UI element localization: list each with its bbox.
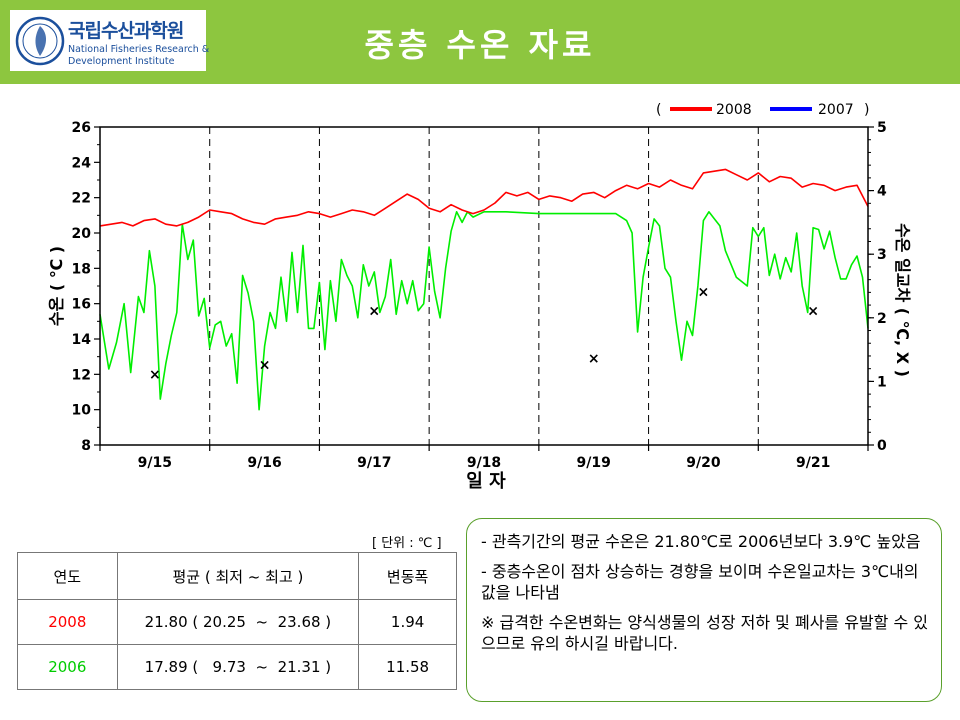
y2-tick-label: 3 <box>877 247 887 263</box>
legend-label-2008: 2008 <box>716 102 752 118</box>
y-tick-label: 18 <box>72 261 91 277</box>
row-year-2008: 2008 <box>17 599 118 645</box>
temperature-stats-table: 연도 평균 ( 최저 ~ 최고 ) 변동폭 2008 21.80 ( 20.25… <box>17 552 457 690</box>
water-temperature-chart: ( 2008 2007 ) ×××××× 8101214161820222426… <box>47 102 912 492</box>
daily-range-marker: × <box>807 303 819 319</box>
note-warning: ※ 급격한 수온변화는 양식생물의 성장 저하 및 폐사를 유발할 수 있으므로… <box>481 613 928 653</box>
y2-tick-label: 0 <box>877 438 887 454</box>
x-tick-label: 9/18 <box>467 455 501 471</box>
y2-axis-title: 수온 일교차 ( ℃, X ) <box>893 223 912 377</box>
daily-range-markers: × × × × × × <box>149 284 819 383</box>
y-tick-label: 22 <box>72 191 91 207</box>
series-line-2006 <box>99 211 869 411</box>
note-trend: - 중층수온이 점차 상승하는 경향을 보이며 수온일교차는 3℃내의 값을 나… <box>481 562 919 602</box>
header-mean: 평균 ( 최저 ~ 최고 ) <box>116 552 360 600</box>
x-tick-label: 9/20 <box>686 455 721 471</box>
y2-tick-label: 5 <box>877 120 887 136</box>
header-bar: 국립수산과학원 National Fisheries Research & De… <box>0 0 960 84</box>
x-tick-label: 9/16 <box>247 455 281 471</box>
notes-box: - 관측기간의 평균 수온은 21.80℃로 2006년보다 3.9℃ 높았음 … <box>466 518 942 702</box>
x-tick-label: 9/19 <box>577 455 611 471</box>
table-row: 2008 21.80 ( 20.25 ~ 23.68 ) 1.94 <box>17 599 457 645</box>
y-tick-label: 20 <box>72 226 92 242</box>
logo-english-line2: Development Institute <box>68 56 175 67</box>
table-row: 2006 17.89 ( 9.73 ~ 21.31 ) 11.58 <box>17 644 457 690</box>
y-tick-label: 8 <box>81 438 91 454</box>
daily-range-marker: × <box>698 284 710 300</box>
legend-label-2007: 2007 <box>818 102 854 118</box>
table-header-row: 연도 평균 ( 최저 ~ 최고 ) 변동폭 <box>17 552 457 600</box>
y2-tick-label: 4 <box>877 184 887 200</box>
daily-range-marker: × <box>588 351 600 367</box>
note-mean-temperature: - 관측기간의 평균 수온은 21.80℃로 2006년보다 3.9℃ 높았음 <box>481 532 921 551</box>
y-tick-label: 10 <box>72 403 92 419</box>
legend-close-paren: ) <box>864 102 869 118</box>
daily-range-marker: × <box>149 367 161 383</box>
y-axis-title: 수온 ( ℃ ) <box>47 246 66 326</box>
x-tick-label: 9/17 <box>357 455 391 471</box>
x-tick-label: 9/15 <box>138 455 172 471</box>
row-mean-2006: 17.89 ( 9.73 ~ 21.31 ) <box>116 644 360 690</box>
plot-area <box>99 126 869 446</box>
x-tick-label: 9/21 <box>796 455 830 471</box>
header-range: 변동폭 <box>358 552 457 600</box>
day-divider-lines <box>209 127 759 445</box>
legend-open-paren: ( <box>656 102 661 118</box>
institute-logo[interactable]: 국립수산과학원 National Fisheries Research & De… <box>10 10 210 71</box>
series-line-2008 <box>99 168 869 227</box>
y-tick-label: 12 <box>72 367 91 383</box>
nfrdi-seal-icon <box>15 16 65 66</box>
page-title: 중층 수온 자료 <box>364 26 596 64</box>
y-tick-label: 26 <box>72 120 91 136</box>
row-range-2008: 1.94 <box>358 599 457 645</box>
header-year: 연도 <box>17 552 118 600</box>
logo-english-line1: National Fisheries Research & <box>68 44 210 55</box>
logo-korean-name: 국립수산과학원 <box>68 20 184 42</box>
unit-note: [ 단위 : ℃ ] <box>372 536 442 551</box>
daily-range-marker: × <box>368 303 380 319</box>
series-lines <box>99 168 869 411</box>
row-range-2006: 11.58 <box>358 644 457 690</box>
y2-tick-label: 2 <box>877 311 887 327</box>
chart-legend: ( 2008 2007 ) <box>656 102 869 118</box>
y-tick-label: 14 <box>72 332 92 348</box>
x-axis-title: 일 자 <box>466 471 506 492</box>
row-year-2006: 2006 <box>17 644 118 690</box>
row-mean-2008: 21.80 ( 20.25 ~ 23.68 ) <box>116 599 360 645</box>
y2-tick-label: 1 <box>877 374 887 390</box>
y-tick-label: 24 <box>72 155 92 171</box>
daily-range-marker: × <box>259 358 271 374</box>
y-tick-label: 16 <box>72 297 91 313</box>
